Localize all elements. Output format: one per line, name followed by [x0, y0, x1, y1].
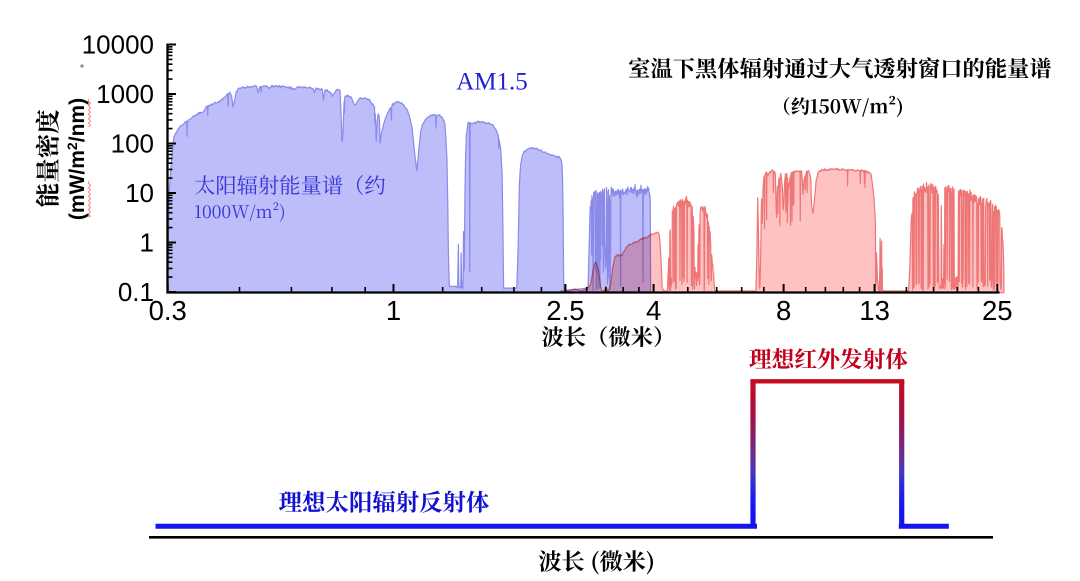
svg-text:100: 100 [111, 129, 154, 159]
svg-text:1000: 1000 [96, 79, 154, 109]
svg-text:8: 8 [776, 295, 791, 326]
svg-text:4: 4 [646, 295, 661, 326]
svg-text:AM1.5: AM1.5 [456, 69, 528, 96]
svg-text:10: 10 [125, 178, 154, 208]
svg-text:1: 1 [140, 228, 154, 258]
svg-text:(mW/m2/nm): (mW/m2/nm) [64, 98, 89, 220]
svg-text:10000: 10000 [82, 30, 154, 60]
svg-text:25: 25 [982, 295, 1013, 326]
svg-text:13: 13 [859, 295, 890, 326]
svg-text:0.1: 0.1 [118, 277, 154, 307]
svg-text:1: 1 [386, 295, 401, 326]
svg-text:0.3: 0.3 [149, 295, 187, 326]
svg-text:2.5: 2.5 [546, 295, 584, 326]
